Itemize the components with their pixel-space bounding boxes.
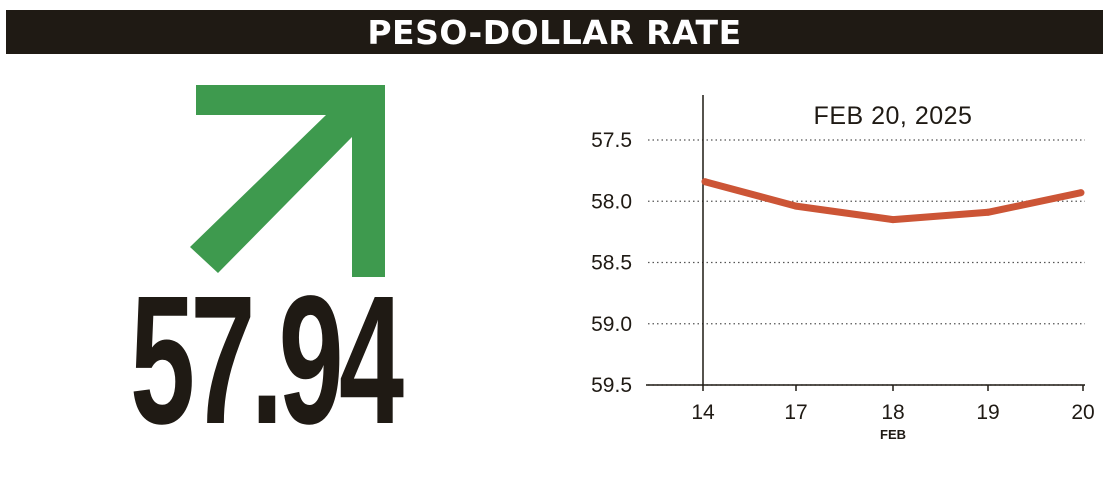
y-tick-label: 59.5 bbox=[591, 374, 632, 397]
data-point bbox=[792, 202, 800, 210]
up-arrow-icon bbox=[190, 85, 385, 277]
rate-value: 57.94 bbox=[130, 257, 404, 462]
series-line bbox=[704, 178, 1082, 224]
y-tick-label: 57.5 bbox=[591, 129, 632, 152]
x-tick-label: 20 bbox=[1071, 401, 1094, 424]
banner-title: PESO-DOLLAR RATE bbox=[367, 12, 742, 52]
y-tick-label: 58.0 bbox=[591, 190, 632, 213]
y-tick-label: 59.0 bbox=[591, 313, 632, 336]
data-point bbox=[889, 216, 897, 224]
x-tick-label: 14 bbox=[691, 401, 715, 424]
line-chart: 57.5 58.0 58.5 59.0 59.5 14 17 18 19 20 FEB FEB 20,… bbox=[560, 80, 1100, 450]
x-tick-label: 19 bbox=[976, 401, 999, 424]
x-axis-label: FEB bbox=[880, 427, 906, 442]
y-tick-label: 58.5 bbox=[591, 252, 632, 275]
title-banner: PESO-DOLLAR RATE bbox=[6, 10, 1103, 54]
data-point bbox=[984, 208, 992, 216]
data-point bbox=[701, 178, 709, 186]
data-point bbox=[1077, 189, 1085, 197]
arrow-shape bbox=[190, 85, 385, 277]
x-tick-label: 17 bbox=[784, 401, 807, 424]
chart-title: FEB 20, 2025 bbox=[814, 102, 973, 130]
x-tick-label: 18 bbox=[881, 401, 904, 424]
